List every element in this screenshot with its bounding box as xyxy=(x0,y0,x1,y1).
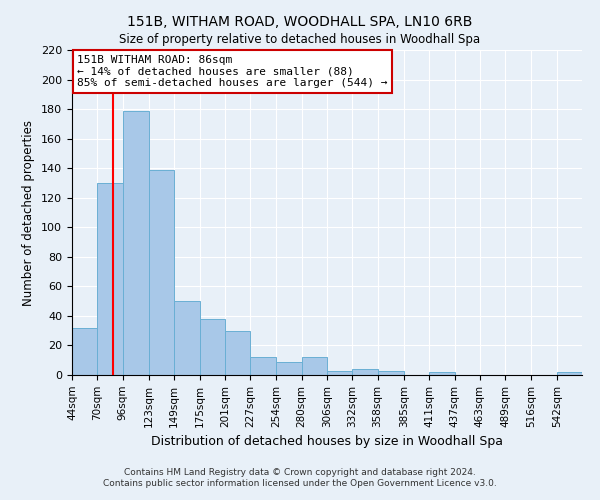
Bar xyxy=(327,370,352,375)
Bar xyxy=(97,183,122,375)
Text: 151B, WITHAM ROAD, WOODHALL SPA, LN10 6RB: 151B, WITHAM ROAD, WOODHALL SPA, LN10 6R… xyxy=(127,15,473,29)
Bar xyxy=(199,319,225,375)
Bar xyxy=(377,370,404,375)
Text: Size of property relative to detached houses in Woodhall Spa: Size of property relative to detached ho… xyxy=(119,32,481,46)
Bar xyxy=(352,369,377,375)
Bar xyxy=(72,328,97,375)
Bar xyxy=(429,372,455,375)
Bar xyxy=(557,372,582,375)
Bar xyxy=(302,358,327,375)
Bar xyxy=(225,330,250,375)
Bar xyxy=(122,110,149,375)
Bar xyxy=(149,170,174,375)
Bar xyxy=(174,301,199,375)
Bar xyxy=(277,362,302,375)
X-axis label: Distribution of detached houses by size in Woodhall Spa: Distribution of detached houses by size … xyxy=(151,435,503,448)
Y-axis label: Number of detached properties: Number of detached properties xyxy=(22,120,35,306)
Bar xyxy=(250,358,277,375)
Text: 151B WITHAM ROAD: 86sqm
← 14% of detached houses are smaller (88)
85% of semi-de: 151B WITHAM ROAD: 86sqm ← 14% of detache… xyxy=(77,55,388,88)
Text: Contains HM Land Registry data © Crown copyright and database right 2024.
Contai: Contains HM Land Registry data © Crown c… xyxy=(103,468,497,487)
